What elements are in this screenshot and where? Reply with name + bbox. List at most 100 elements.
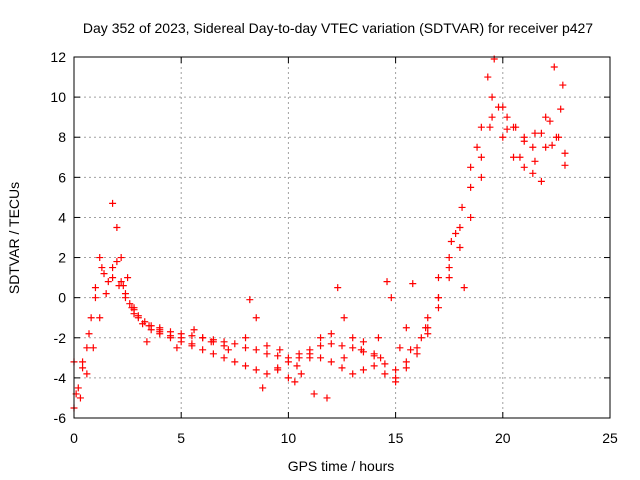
data-point [396, 344, 404, 352]
data-point [98, 264, 106, 272]
data-point [310, 390, 318, 398]
data-point [488, 113, 496, 121]
data-point [242, 362, 250, 370]
data-point [317, 334, 325, 342]
data-point [100, 270, 108, 278]
data-point [79, 364, 87, 372]
data-point [323, 394, 331, 402]
data-point [537, 177, 545, 185]
data-point [477, 123, 485, 131]
data-point [177, 334, 185, 342]
data-point [381, 360, 389, 368]
data-point [87, 314, 95, 322]
y-tick-label: -4 [54, 370, 67, 386]
data-point [402, 324, 410, 332]
data-point [550, 63, 558, 71]
data-point [542, 113, 550, 121]
data-point [327, 330, 335, 338]
x-axis-label: GPS time / hours [288, 458, 395, 474]
data-point [156, 326, 164, 334]
data-point [293, 362, 301, 370]
data-point [467, 183, 475, 191]
data-point [91, 284, 99, 292]
data-point [104, 278, 112, 286]
y-axis-label: SDTVAR / TECUs [6, 182, 22, 294]
data-point [383, 278, 391, 286]
data-point [76, 394, 84, 402]
data-point [374, 334, 382, 342]
tick-labels-layer: 0 5 10 15 20 25 -6 -4 -2 0 2 4 6 8 10 12 [50, 49, 618, 446]
data-point [434, 304, 442, 312]
data-points-layer [70, 55, 569, 412]
data-point [124, 274, 132, 282]
data-point [557, 105, 565, 113]
data-point [460, 284, 468, 292]
data-point [467, 163, 475, 171]
data-point [503, 125, 511, 133]
data-point [274, 364, 282, 372]
data-point [529, 169, 537, 177]
data-point [274, 352, 282, 360]
data-point [467, 213, 475, 221]
data-point [263, 342, 271, 350]
data-point [259, 384, 267, 392]
data-point [520, 137, 528, 145]
data-point [109, 264, 117, 272]
data-point [456, 244, 464, 252]
data-point [130, 310, 138, 318]
data-point [130, 304, 138, 312]
data-point [147, 326, 155, 334]
y-tick-label: 4 [58, 209, 66, 225]
data-point [370, 350, 378, 358]
data-point [510, 153, 518, 161]
data-point [83, 370, 91, 378]
series-4 [72, 93, 565, 402]
y-tick-label: 12 [50, 49, 66, 65]
x-tick-label: 0 [70, 430, 78, 446]
data-point [83, 344, 91, 352]
data-point [531, 157, 539, 165]
data-point [413, 350, 421, 358]
data-point [477, 173, 485, 181]
data-point [424, 330, 432, 338]
x-tick-label: 15 [388, 430, 404, 446]
data-point [488, 93, 496, 101]
data-point [166, 332, 174, 340]
data-point [561, 161, 569, 169]
data-point [370, 362, 378, 370]
data-point [74, 384, 82, 392]
data-point [516, 153, 524, 161]
data-point [473, 143, 481, 151]
x-tick-label: 10 [281, 430, 297, 446]
data-point [207, 338, 215, 346]
data-point [134, 314, 142, 322]
data-point [113, 258, 121, 266]
data-point [484, 73, 492, 81]
data-point [349, 334, 357, 342]
y-tick-label: 8 [58, 129, 66, 145]
data-point [387, 294, 395, 302]
data-point [263, 370, 271, 378]
data-point [220, 342, 228, 350]
data-point [79, 358, 87, 366]
data-point [499, 133, 507, 141]
data-point [121, 294, 129, 302]
data-point [559, 81, 567, 89]
y-tick-label: 2 [58, 250, 66, 266]
data-point [252, 366, 260, 374]
data-point [409, 280, 417, 288]
data-point [349, 370, 357, 378]
data-point [499, 103, 507, 111]
x-tick-label: 20 [495, 430, 511, 446]
data-point [188, 332, 196, 340]
data-point [417, 334, 425, 342]
data-point [126, 300, 134, 308]
data-point [434, 294, 442, 302]
data-point [327, 358, 335, 366]
data-point [263, 350, 271, 358]
data-point [284, 358, 292, 366]
chart-title: Day 352 of 2023, Sidereal Day-to-day VTE… [83, 20, 593, 36]
data-point [407, 346, 415, 354]
data-point [422, 324, 430, 332]
data-point [109, 274, 117, 282]
